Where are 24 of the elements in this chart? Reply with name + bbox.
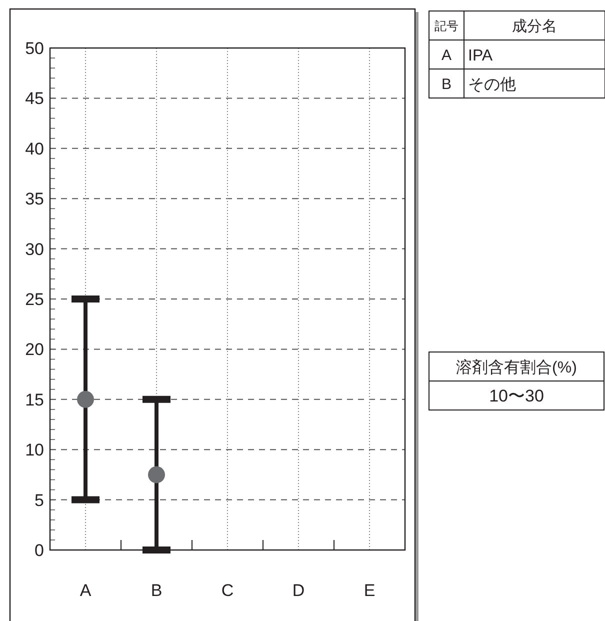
y-tick-label: 0 [34,541,44,560]
y-tick-label: 35 [25,190,44,209]
x-tick-label: E [364,581,376,600]
x-tick-label: A [80,581,92,600]
text: 成分名 [512,18,557,35]
text: A [441,46,452,64]
x-tick-label: C [221,581,234,600]
y-tick-label: 45 [25,89,44,108]
y-tick-label: 10 [25,440,44,460]
y-tick-label: 5 [34,490,44,510]
text: その他 [468,76,516,94]
x-tick-label: D [292,581,305,600]
y-tick-label: 40 [25,139,44,158]
y-tick-label: 30 [25,240,44,259]
x-tick-label: B [150,581,162,600]
y-tick-label: 20 [25,340,44,360]
text: 10〜30 [489,386,544,406]
text: 記号 [434,18,458,33]
y-tick-label: 25 [25,290,44,309]
y-tick-label: 15 [25,390,44,410]
text: IPA [468,47,493,64]
y-tick-label: 50 [25,39,44,58]
text: B [441,76,452,93]
text: 溶剤含有割合(%) [456,358,577,376]
